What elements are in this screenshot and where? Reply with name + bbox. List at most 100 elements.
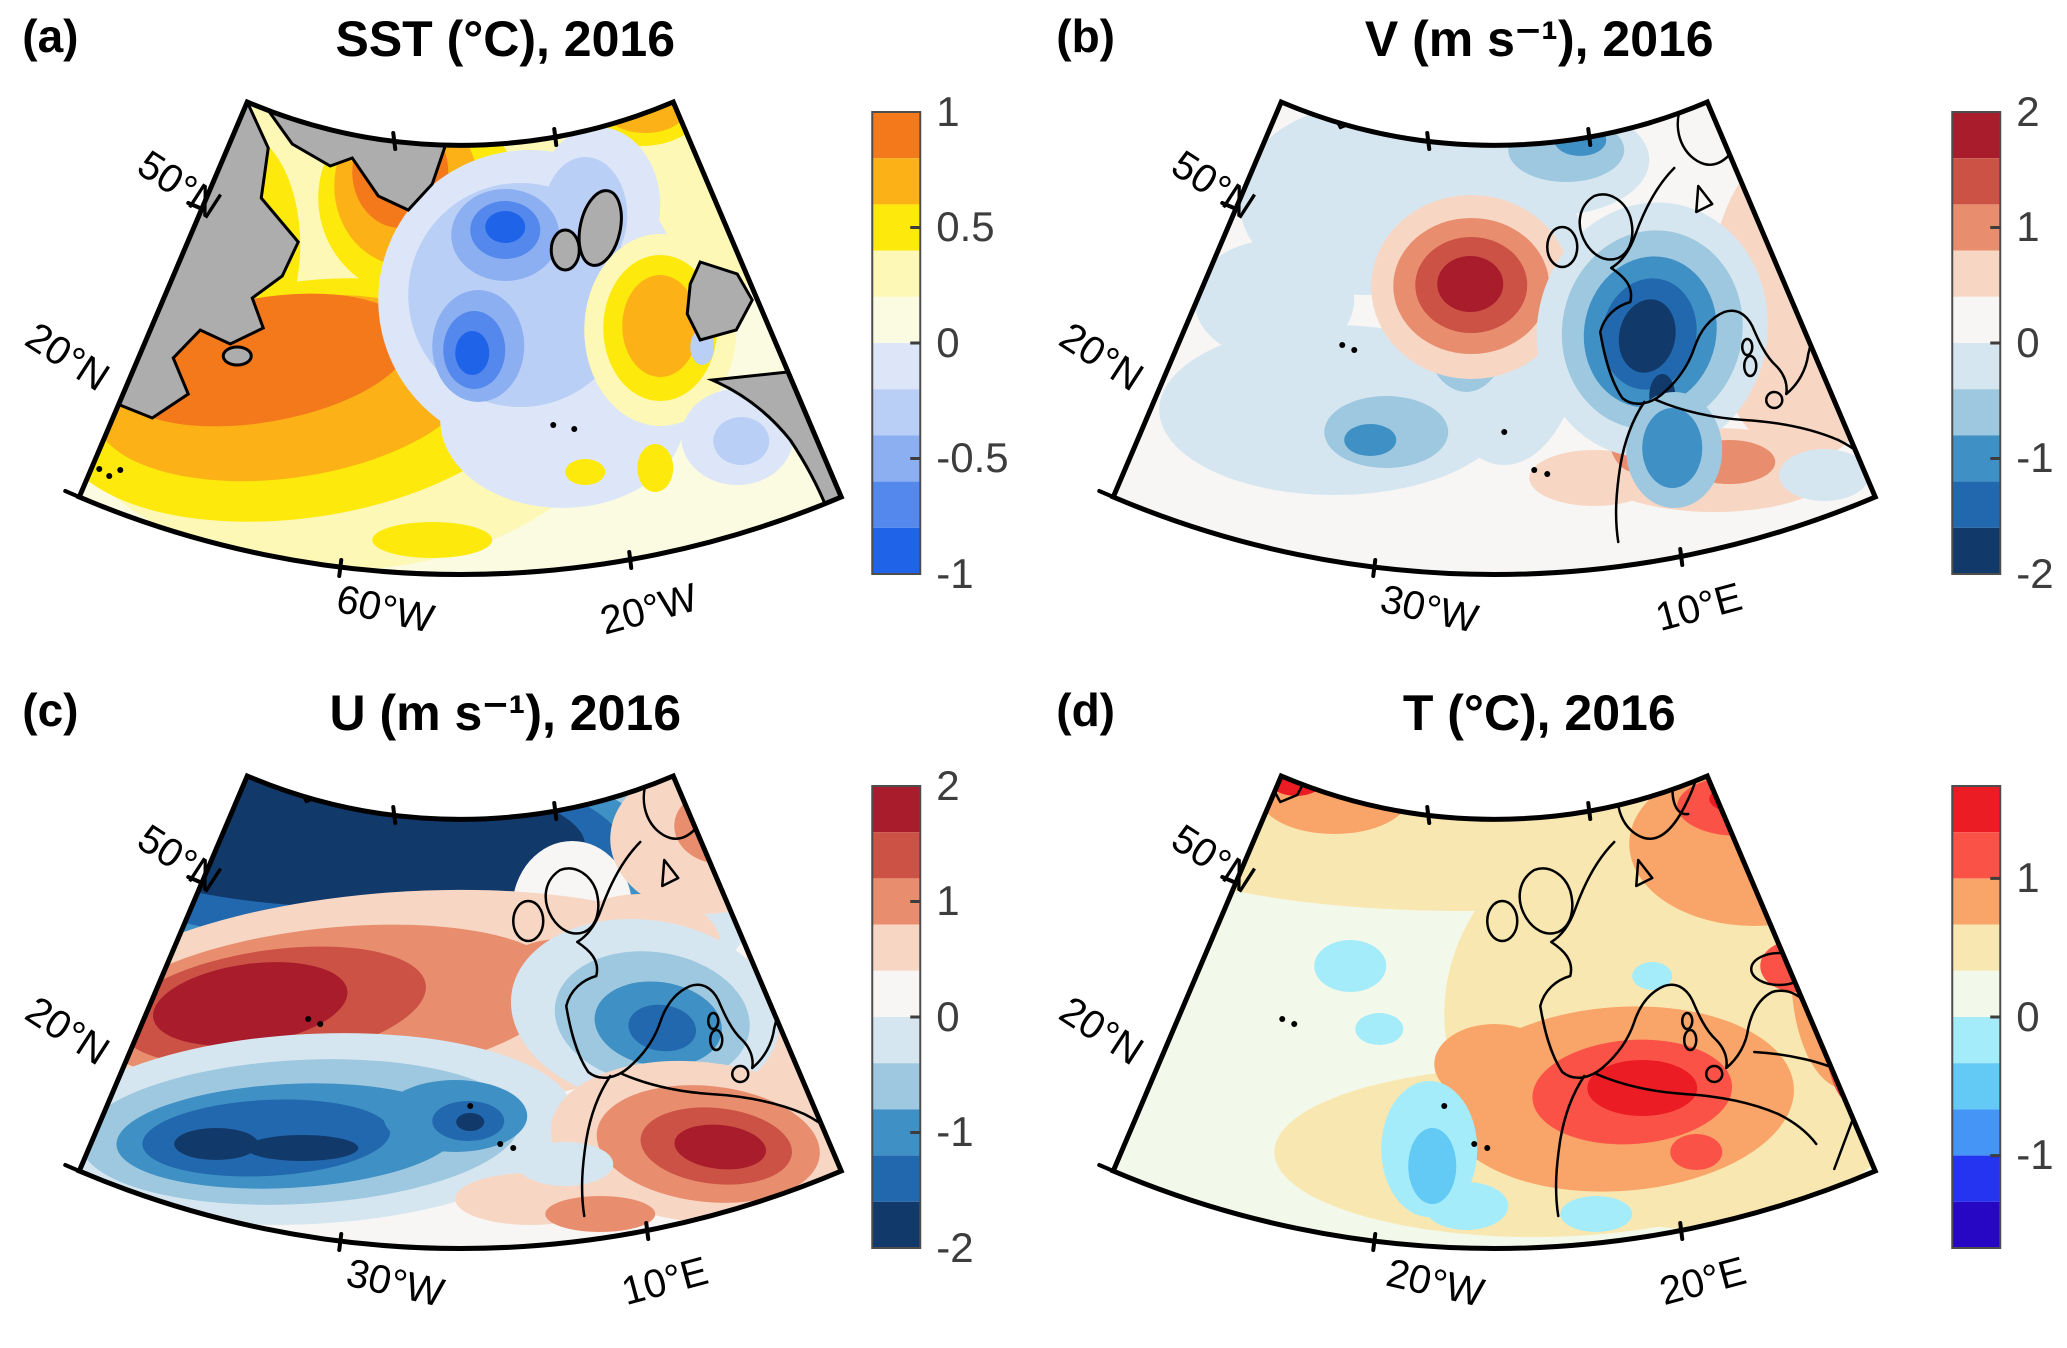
contour-fill (1823, 948, 1875, 1104)
colorbar-tick-label: 0 (2016, 319, 2039, 366)
colorbar-segment (872, 970, 921, 1017)
colorbar-segment (872, 527, 921, 574)
map-outline (75, 98, 845, 577)
lon-label: 20°W (596, 575, 703, 643)
colorbar-segment (1951, 1063, 2000, 1110)
contour-fill (637, 444, 674, 492)
contour-fill (713, 417, 770, 465)
axis-ticks (63, 801, 651, 1252)
colorbar-tick-label: 0 (936, 993, 959, 1040)
colorbar-segment (872, 112, 921, 159)
colorbar-tick-label: -1 (936, 550, 973, 597)
colorbar-tick-label: -0.5 (936, 434, 1008, 481)
lon-label: 20°E (1655, 1249, 1751, 1314)
contour-fill (1841, 102, 1875, 148)
panel-c: (c) U (m s⁻¹), 2016 (18, 684, 974, 1316)
panel-d-title: T (°C), 2016 (1402, 685, 1675, 741)
colorbar-c: 2 1 0 -1 -2 (871, 762, 974, 1271)
contour-fill (1768, 102, 1875, 205)
colorbar-segment (1951, 343, 2000, 390)
panel-b-title: V (m s⁻¹), 2016 (1364, 11, 1713, 67)
contour-fill (622, 275, 699, 377)
contour-fill (1628, 776, 1875, 926)
colorbar-tick-label: 2 (936, 762, 959, 809)
contour-fill (1436, 256, 1503, 312)
colorbar-segment (872, 1063, 921, 1110)
colorbar-tick-label: 1 (936, 88, 959, 135)
lat-label: 20°N (1051, 314, 1150, 400)
colorbar-tick-label: 2 (2016, 88, 2039, 135)
contour-fill (565, 459, 606, 485)
colorbar-tick-label: 1 (2016, 854, 2039, 901)
contour-fill (1767, 808, 1864, 924)
colorbar-segment (1951, 924, 2000, 971)
colorbar-segment (872, 250, 921, 297)
lon-label: 30°W (1376, 577, 1482, 642)
contour-fill (1813, 106, 1875, 158)
contour-fill (1618, 299, 1676, 373)
colorbar-tick-label: 0 (936, 319, 959, 366)
contour-fill (1354, 1013, 1403, 1045)
contour-fill (1407, 1128, 1456, 1204)
panel-b-label: (b) (1056, 10, 1115, 62)
colorbar-segment (1951, 786, 2000, 833)
contour-fill (1433, 1024, 1554, 1104)
colorbar-d: 1 0 -1 (1950, 785, 2053, 1249)
lon-label: 20°W (1382, 1251, 1488, 1316)
colorbar-tick-label: 0 (2016, 993, 2039, 1040)
colorbar-segment (1951, 1109, 2000, 1156)
contour-fill (174, 1128, 259, 1160)
contour-fill (517, 1142, 614, 1186)
colorbar-segment (872, 481, 921, 528)
colorbar-segment (872, 924, 921, 971)
contour-fill (545, 1196, 656, 1232)
colorbar-segment (872, 1155, 921, 1202)
colorbar-segment (1951, 389, 2000, 436)
panel-b-map (1112, 102, 1875, 575)
colorbar-segment (872, 1017, 921, 1064)
contour-fill (1641, 408, 1702, 488)
map-outline (1109, 98, 1879, 577)
colorbar-tick-label: -1 (2016, 1131, 2053, 1178)
panel-a-map (79, 102, 842, 575)
lon-label: 10°E (1651, 575, 1747, 640)
map-outline (1109, 772, 1879, 1251)
colorbar-tick-label: -1 (936, 1108, 973, 1155)
colorbar-segment (1951, 1201, 2000, 1248)
colorbar-tick-label: -1 (2016, 434, 2053, 481)
contour-fill (1559, 1196, 1632, 1232)
colorbar-segment (1951, 296, 2000, 343)
contour-fill (246, 1135, 359, 1161)
panel-c-title: U (m s⁻¹), 2016 (329, 685, 681, 741)
contour-fill (153, 962, 348, 1046)
axis-ticks (1096, 127, 1684, 578)
colorbar-segment (1951, 970, 2000, 1017)
colorbar-segment (1951, 527, 2000, 574)
lon-label: 60°W (332, 577, 438, 642)
contour-fill (1313, 940, 1386, 992)
contour-fill (1808, 776, 1875, 836)
lat-label: 20°N (1051, 988, 1150, 1074)
contour-fill (456, 1113, 485, 1131)
contour-fill (372, 522, 493, 558)
panel-c-label: (c) (22, 684, 78, 736)
panel-a-title: SST (°C), 2016 (335, 11, 675, 67)
colorbar-segment (1951, 158, 2000, 205)
axis-ticks (1096, 801, 1684, 1252)
map-outline (75, 772, 845, 1251)
colorbar-segment (1951, 1017, 2000, 1064)
lat-label: 20°N (18, 314, 117, 400)
colorbar-segment (872, 1201, 921, 1248)
colorbar-b: 2 1 0 -1 -2 (1950, 88, 2053, 597)
contour-fill (674, 1124, 767, 1170)
contour-fill (1338, 776, 1419, 800)
contour-fill (1778, 449, 1869, 501)
colorbar-segment (1951, 250, 2000, 297)
contour-fill (1676, 776, 1801, 836)
colorbar-segment (872, 296, 921, 343)
colorbar-segment (1951, 832, 2000, 879)
panel-b: (b) V (m s⁻¹), 2016 (1051, 10, 2053, 642)
colorbar-segment (1951, 1155, 2000, 1202)
colorbar-segment (1951, 481, 2000, 528)
